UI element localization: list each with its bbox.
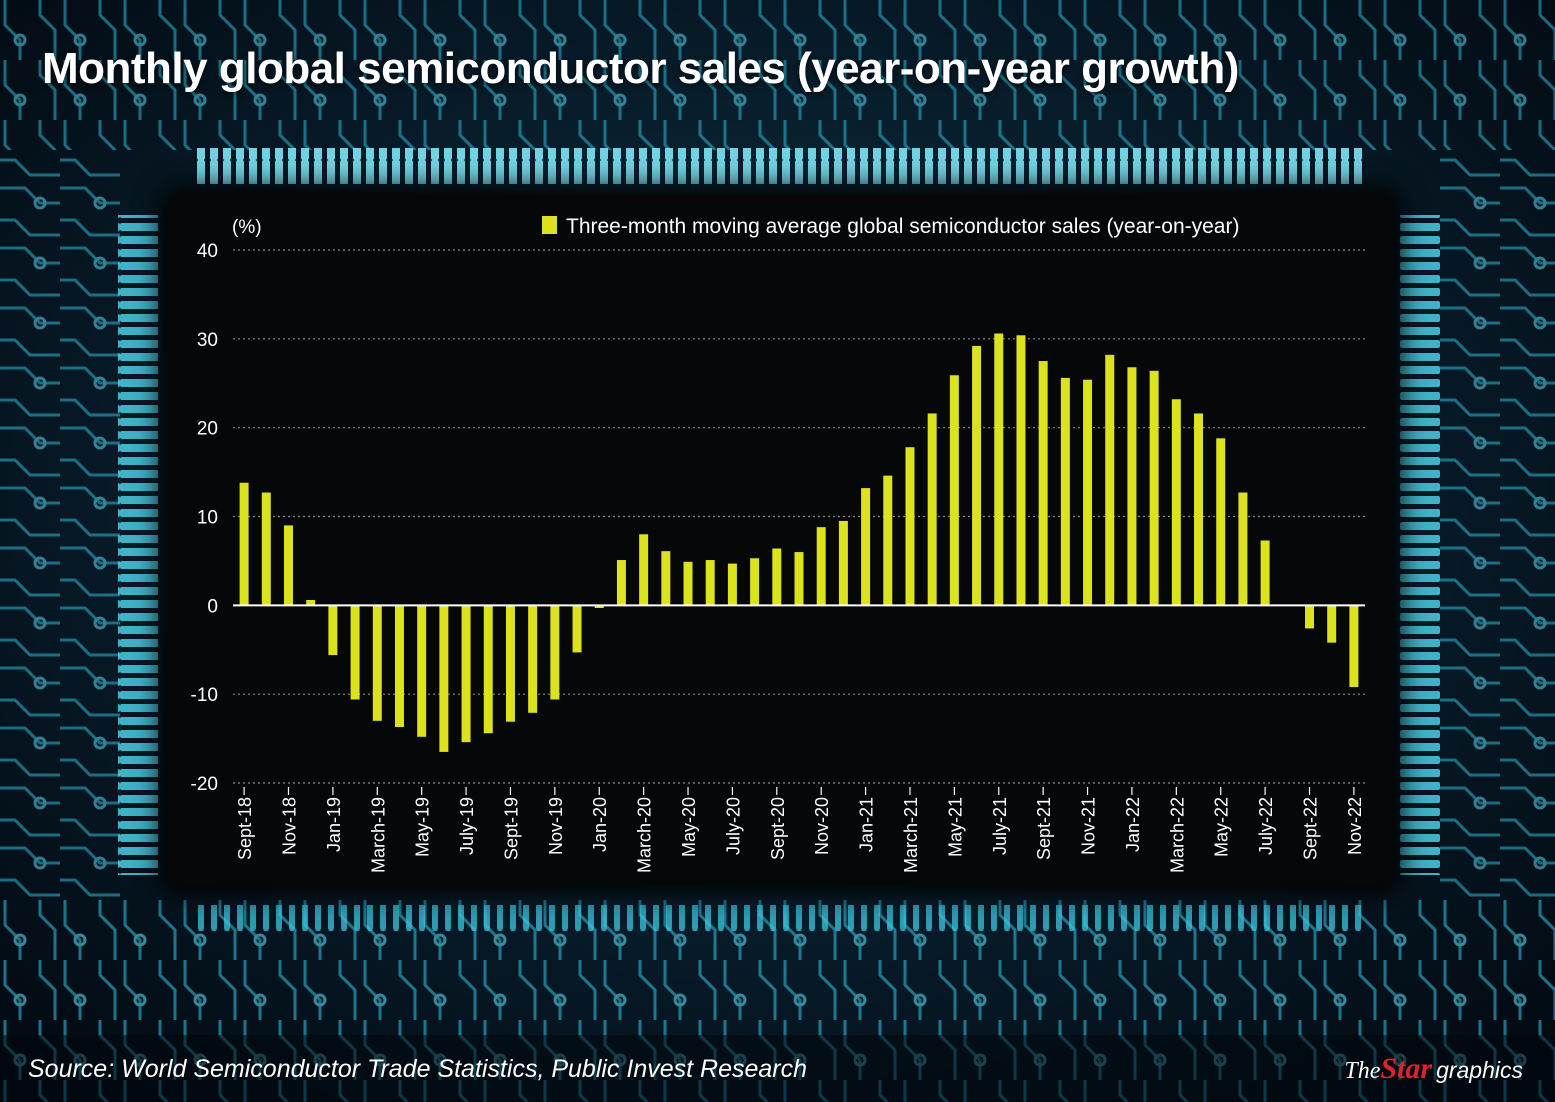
bar [394,605,404,728]
x-tick-label: March-19 [368,797,388,873]
bar [550,605,560,700]
bar [1105,354,1115,606]
legend-label: Three-month moving average global semico… [566,215,1239,238]
bar [350,605,360,700]
bar [1216,438,1226,606]
brand-graphics: graphics [1436,1057,1523,1083]
bar [572,605,582,653]
bar [594,605,604,608]
bar [261,492,271,606]
bar [1083,379,1093,606]
bar [838,520,848,606]
x-tick-label: Nov-19 [546,797,566,855]
bar [750,558,760,606]
bar [772,548,782,606]
x-tick-label: March-22 [1167,797,1187,873]
x-tick-label: May-22 [1212,797,1232,857]
bar [1305,605,1315,629]
bar [639,534,649,606]
x-tick-label: Sept-21 [1034,797,1054,860]
chart-title: Monthly global semiconductor sales (year… [42,44,1239,93]
bar [661,551,671,606]
y-tick-label: 0 [207,596,218,617]
x-tick-label: Nov-21 [1079,797,1099,855]
bar [1038,361,1048,606]
brand-logo: TheStar graphics [1344,1052,1523,1086]
bar [239,482,249,606]
bar [328,605,338,656]
bar [1016,335,1026,606]
bar [616,560,626,606]
x-tick-label: May-20 [679,797,699,857]
y-tick-label: -10 [191,685,218,706]
bar [794,552,804,606]
bar [1238,492,1248,606]
bar [727,563,737,606]
legend-swatch [542,216,557,234]
bar [905,447,915,606]
bar [439,605,449,752]
x-tick-label: Nov-18 [279,797,299,855]
bar [1194,413,1204,606]
x-tick-label: Jan-20 [590,797,610,852]
bar [1327,605,1337,643]
bar [705,560,715,606]
bar [283,525,293,606]
bar [861,488,871,606]
chart-panel [168,195,1393,885]
bar [1060,377,1070,606]
bar [372,605,382,721]
x-tick-label: Sept-19 [501,797,521,860]
source-note: Source: World Semiconductor Trade Statis… [28,1055,808,1083]
x-tick-label: Jan-19 [324,797,344,852]
y-tick-label: 40 [197,241,218,262]
x-tick-label: Nov-22 [1345,797,1365,855]
bar [927,413,937,606]
bar [483,605,493,734]
y-tick-label: 20 [197,419,218,440]
x-tick-label: Nov-20 [812,797,832,855]
brand-star: Star [1380,1052,1433,1085]
bar [1260,540,1270,606]
y-tick-label: -20 [191,774,218,795]
bar [816,527,826,606]
x-tick-label: March-21 [901,797,921,873]
x-tick-label: Sept-22 [1301,797,1321,860]
bar [1171,399,1181,606]
x-tick-label: July-19 [457,797,477,855]
bar [949,375,959,606]
x-tick-label: March-20 [635,797,655,873]
x-tick-label: Jan-22 [1123,797,1143,852]
x-tick-label: Jan-21 [857,797,877,852]
y-tick-label: 30 [197,330,218,351]
bar [883,475,893,606]
x-tick-label: July-22 [1256,797,1276,855]
bar [417,605,427,737]
bar [306,600,316,606]
x-tick-label: Sept-20 [768,797,788,860]
y-axis-label: (%) [232,217,262,238]
brand-the: The [1344,1058,1381,1084]
x-tick-label: July-21 [990,797,1010,855]
bar [994,333,1004,606]
bar [1149,370,1159,606]
y-tick-label: 10 [197,508,218,529]
bar [1127,367,1137,606]
x-tick-label: Sept-18 [235,797,255,860]
x-tick-label: May-19 [413,797,433,857]
x-tick-label: July-20 [723,797,743,855]
x-tick-label: May-21 [945,797,965,857]
bar [461,605,471,743]
bar [683,561,693,606]
bar [528,605,538,713]
bar [505,605,515,722]
bar [1349,605,1359,688]
bar [972,345,982,606]
